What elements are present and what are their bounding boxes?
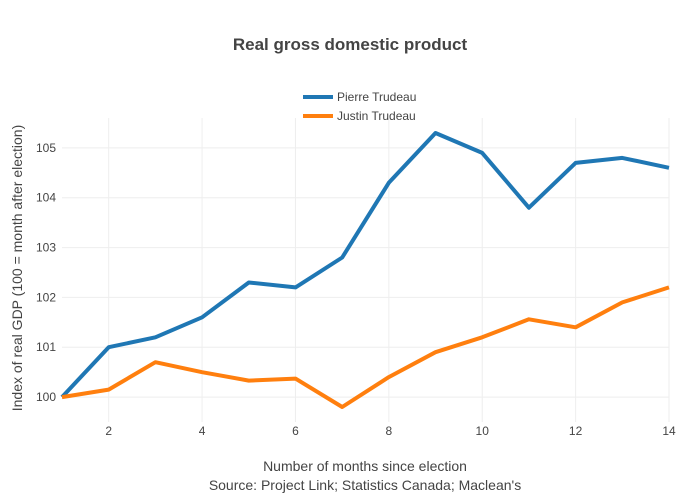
- series-lines[interactable]: [60, 131, 670, 409]
- x-tick-label: 6: [292, 424, 299, 438]
- legend-label-justin-trudeau: Justin Trudeau: [337, 109, 416, 123]
- series-line-justin-trudeau[interactable]: [61, 285, 670, 409]
- y-axis-title: Index of real GDP (100 = month after ele…: [9, 125, 25, 412]
- y-tick-label: 101: [36, 340, 56, 354]
- x-axis-title: Number of months since election: [263, 458, 467, 474]
- y-tick-label: 104: [36, 191, 56, 205]
- y-tick-label: 100: [36, 390, 56, 404]
- y-tick-label: 102: [36, 290, 56, 304]
- x-tick-label: 12: [569, 424, 583, 438]
- x-tick-label: 2: [105, 424, 112, 438]
- tick-labels: 100 101 102 103 104 105 2 4 6 8 10 12 14: [36, 141, 676, 438]
- legend-item-justin-trudeau[interactable]: Justin Trudeau: [303, 109, 416, 123]
- x-axis-source-note: Source: Project Link; Statistics Canada;…: [209, 477, 521, 493]
- y-tick-label: 103: [36, 241, 56, 255]
- legend[interactable]: Pierre Trudeau Justin Trudeau: [303, 90, 416, 123]
- y-tick-label: 105: [36, 141, 56, 155]
- chart-title: Real gross domestic product: [233, 35, 468, 54]
- x-tick-label: 14: [662, 424, 676, 438]
- series-line-pierre-trudeau[interactable]: [60, 131, 670, 399]
- gridlines: [62, 118, 670, 422]
- x-tick-label: 8: [386, 424, 393, 438]
- x-tick-label: 10: [476, 424, 490, 438]
- legend-item-pierre-trudeau[interactable]: Pierre Trudeau: [303, 90, 416, 104]
- legend-label-pierre-trudeau: Pierre Trudeau: [337, 90, 416, 104]
- x-tick-label: 4: [199, 424, 206, 438]
